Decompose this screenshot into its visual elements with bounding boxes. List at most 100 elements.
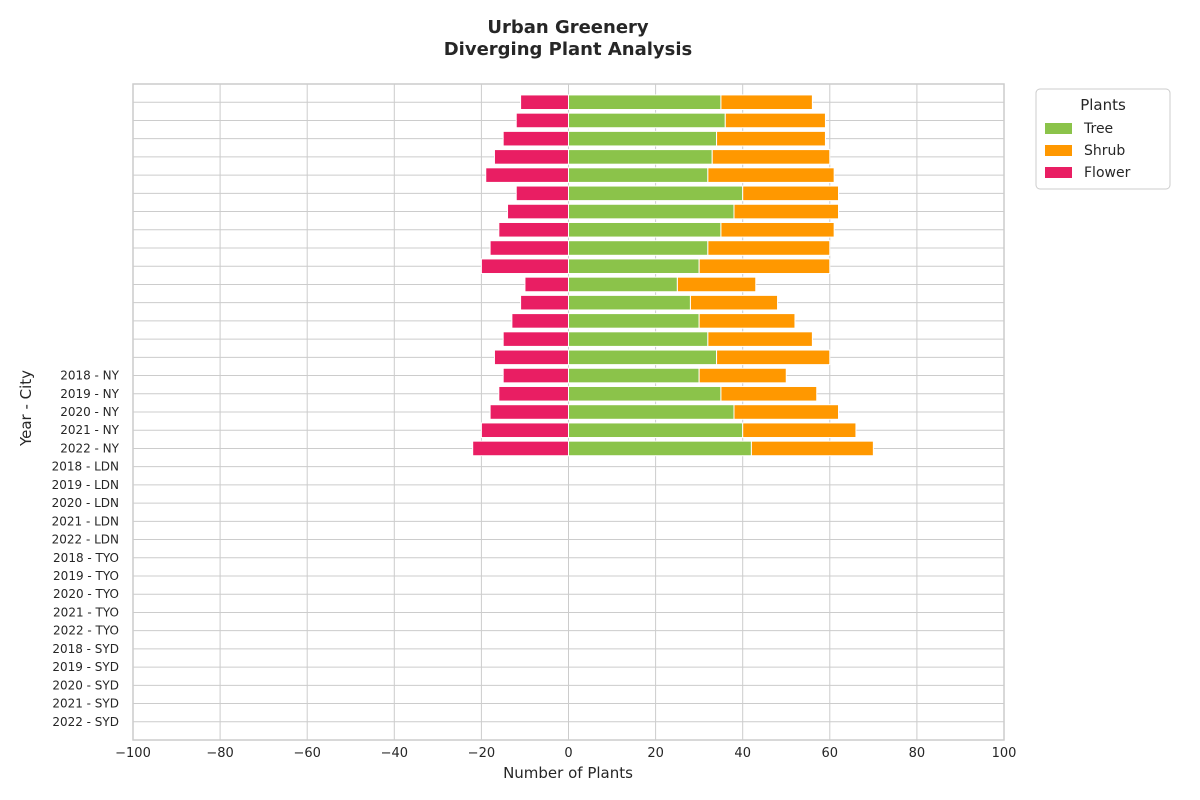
y-tick-label: 2021 - TYO xyxy=(53,605,119,619)
bar-flower xyxy=(525,277,569,292)
bar-flower xyxy=(503,368,568,383)
bar-shrub xyxy=(721,386,817,401)
y-tick-label: 2020 - SYD xyxy=(52,678,119,692)
y-tick-label: 2020 - LDN xyxy=(52,496,119,510)
bar-flower xyxy=(512,314,569,329)
y-tick-label: 2021 - SYD xyxy=(52,697,119,711)
bar-tree xyxy=(569,95,721,110)
y-tick-label: 2022 - TYO xyxy=(53,624,119,638)
legend-label-flower: Flower xyxy=(1084,165,1131,181)
bar-tree xyxy=(569,241,708,256)
bar-flower xyxy=(508,204,569,219)
legend-label-shrub: Shrub xyxy=(1084,143,1125,159)
bar-tree xyxy=(569,131,717,146)
y-tick-label: 2018 - SYD xyxy=(52,642,119,656)
bar-shrub xyxy=(708,241,830,256)
bar-tree xyxy=(569,423,743,438)
y-tick-label: 2019 - TYO xyxy=(53,569,119,583)
x-tick-label: 80 xyxy=(909,746,926,761)
bar-shrub xyxy=(721,95,812,110)
y-tick-label: 2019 - SYD xyxy=(52,660,119,674)
bar-flower xyxy=(481,259,568,274)
y-axis-label: Year - City xyxy=(17,370,35,447)
bar-tree xyxy=(569,222,721,237)
x-tick-label: 0 xyxy=(564,746,572,761)
bar-flower xyxy=(486,168,569,183)
y-tick-label: 2020 - NY xyxy=(60,405,119,419)
bar-shrub xyxy=(721,222,834,237)
x-tick-label: −100 xyxy=(115,746,151,761)
bar-shrub xyxy=(743,186,839,201)
legend-swatch-shrub xyxy=(1045,145,1072,156)
plot-area: −100 −80 −60 −40 −20 0 20 40 60 80 100 2018 - NY 201… xyxy=(52,84,1017,761)
bar-shrub xyxy=(725,113,825,128)
bar-tree xyxy=(569,295,691,310)
bar-shrub xyxy=(690,295,777,310)
x-tick-label: 60 xyxy=(822,746,839,761)
bar-tree xyxy=(569,332,708,347)
legend-swatch-flower xyxy=(1045,167,1072,178)
y-tick-label: 2022 - LDN xyxy=(52,533,119,547)
bar-shrub xyxy=(708,168,834,183)
bar-flower xyxy=(521,295,569,310)
bar-flower xyxy=(499,386,569,401)
y-tick-label: 2022 - NY xyxy=(60,441,119,455)
y-tick-label: 2019 - LDN xyxy=(52,478,119,492)
x-tick-label: −60 xyxy=(293,746,320,761)
bar-shrub xyxy=(677,277,755,292)
legend: Plants Tree Shrub Flower xyxy=(1036,89,1170,189)
bar-shrub xyxy=(708,332,813,347)
bar-tree xyxy=(569,314,700,329)
bar-shrub xyxy=(717,350,830,365)
bar-tree xyxy=(569,204,734,219)
bar-shrub xyxy=(734,405,839,420)
legend-label-tree: Tree xyxy=(1083,121,1113,137)
bar-flower xyxy=(516,186,568,201)
bar-shrub xyxy=(743,423,856,438)
x-tick-label: −20 xyxy=(468,746,495,761)
y-tick-label: 2018 - LDN xyxy=(52,460,119,474)
bar-tree xyxy=(569,386,721,401)
bar-tree xyxy=(569,441,752,456)
y-tick-label: 2021 - NY xyxy=(60,423,119,437)
bar-shrub xyxy=(699,259,830,274)
bar-flower xyxy=(503,332,568,347)
bar-tree xyxy=(569,186,743,201)
x-tick-label: −40 xyxy=(381,746,408,761)
bar-flower xyxy=(516,113,568,128)
bar-shrub xyxy=(751,441,873,456)
legend-swatch-tree xyxy=(1045,123,1072,134)
bar-flower xyxy=(473,441,569,456)
bar-flower xyxy=(481,423,568,438)
bar-tree xyxy=(569,168,708,183)
bar-flower xyxy=(490,241,568,256)
bar-tree xyxy=(569,350,717,365)
bar-shrub xyxy=(712,150,830,165)
bar-flower xyxy=(494,350,568,365)
bar-flower xyxy=(503,131,568,146)
y-tick-label: 2018 - TYO xyxy=(53,551,119,565)
bar-shrub xyxy=(734,204,839,219)
x-tick-label: 40 xyxy=(734,746,751,761)
bar-flower xyxy=(521,95,569,110)
chart-title-line-2: Diverging Plant Analysis xyxy=(444,39,693,60)
y-tick-label: 2018 - NY xyxy=(60,369,119,383)
bar-flower xyxy=(490,405,568,420)
bar-tree xyxy=(569,150,713,165)
bar-flower xyxy=(499,222,569,237)
y-tick-label: 2022 - SYD xyxy=(52,715,119,729)
y-tick-label: 2019 - NY xyxy=(60,387,119,401)
y-tick-label: 2020 - TYO xyxy=(53,587,119,601)
x-tick-label: 100 xyxy=(992,746,1017,761)
bar-tree xyxy=(569,368,700,383)
chart-title-line-1: Urban Greenery xyxy=(487,17,649,38)
bar-tree xyxy=(569,113,726,128)
bar-shrub xyxy=(699,368,786,383)
bar-tree xyxy=(569,259,700,274)
bar-tree xyxy=(569,405,734,420)
x-tick-label: −80 xyxy=(206,746,233,761)
bar-shrub xyxy=(699,314,795,329)
bar-tree xyxy=(569,277,678,292)
legend-title: Plants xyxy=(1080,96,1126,114)
